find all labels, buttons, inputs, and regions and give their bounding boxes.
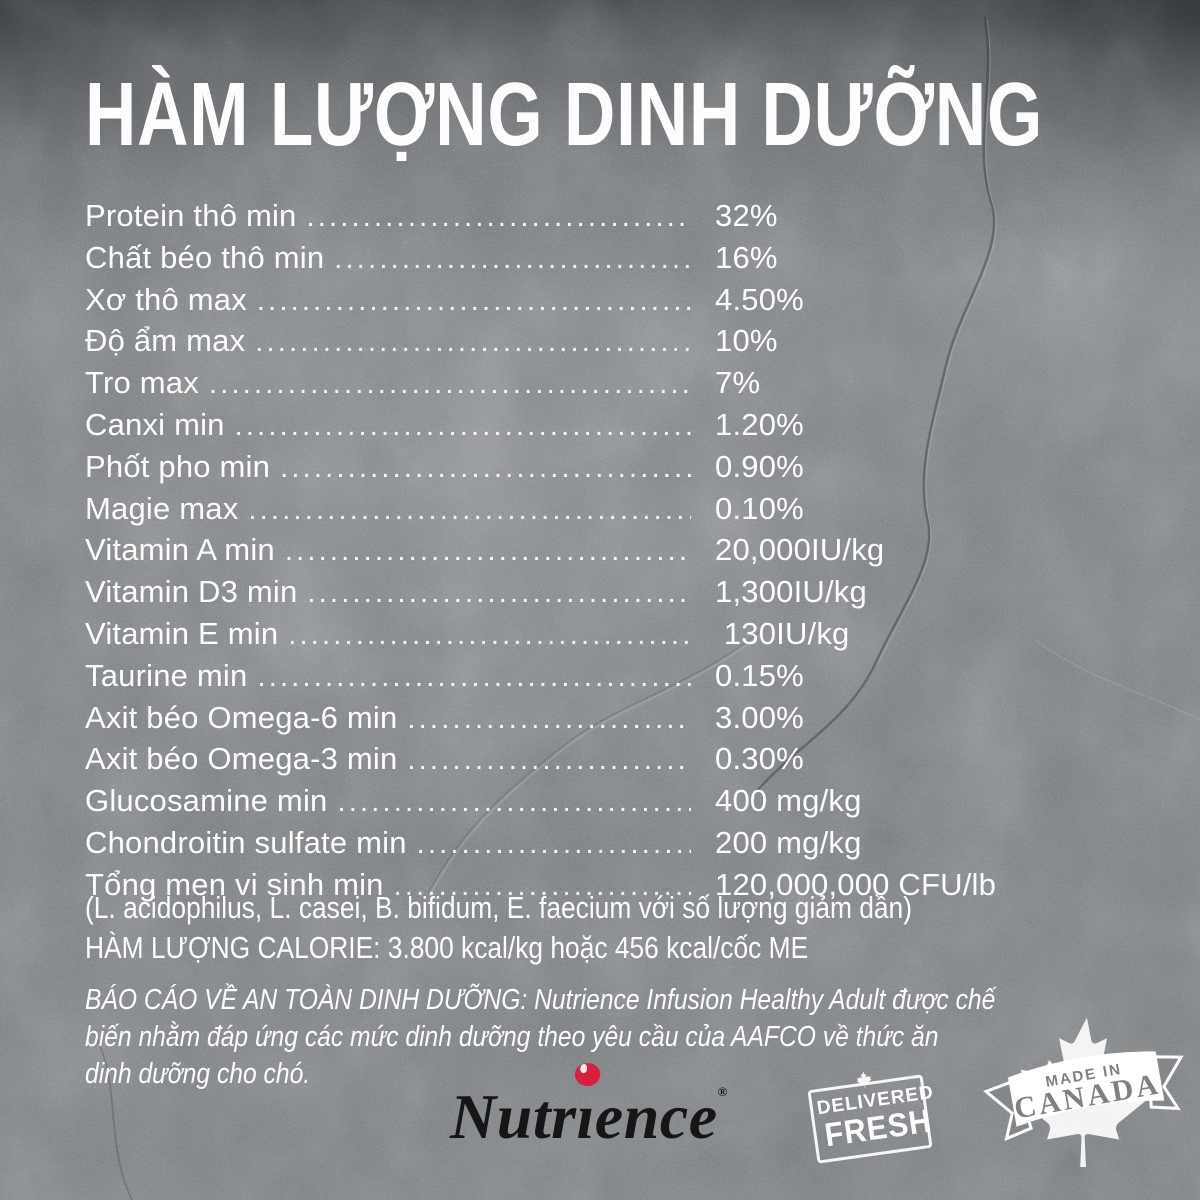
nutrient-name: Vitamin D3 min	[85, 574, 298, 610]
table-row: Protein thô min ........................…	[85, 196, 1115, 238]
dotted-leader: ........................................…	[288, 618, 691, 651]
aafco-statement-line: dinh dưỡng cho chó.	[85, 1058, 311, 1090]
table-row: Vitamin D3 min .........................…	[85, 572, 1115, 614]
table-row: Vitamin E min ..........................…	[85, 614, 1115, 656]
table-row: Vitamin A min ..........................…	[85, 530, 1115, 572]
nutrience-logo-text: Nutr	[450, 1081, 577, 1152]
dotted-leader: ........................................…	[255, 326, 691, 359]
probiotics-note: (L. acidophilus, L. casei, B. bifidum, E…	[85, 890, 912, 925]
nutrient-name: Protein thô min	[85, 198, 297, 233]
dotted-leader: ........................................…	[280, 451, 691, 484]
nutrient-value: 32%	[715, 198, 778, 233]
nutrient-value: 0.15%	[715, 657, 804, 693]
table-row: Chondroitin sulfate min ................…	[85, 823, 1115, 865]
dotted-leader: ........................................…	[208, 368, 691, 401]
nutrition-table: Protein thô min ........................…	[85, 196, 1115, 907]
nutrient-name: Độ ẩm max	[85, 323, 246, 359]
nutrient-name: Magie max	[85, 490, 239, 526]
nutrient-value: 400 mg/kg	[715, 783, 862, 819]
nutrient-value: 0.10%	[715, 490, 804, 526]
dotted-leader: ........................................…	[306, 201, 692, 233]
aafco-statement: BÁO CÁO VỀ AN TOÀN DINH DƯỠNG: Nutrience…	[85, 982, 1156, 1093]
nutrient-name: Chondroitin sulfate min	[85, 824, 407, 860]
registered-trademark-symbol: ®	[717, 1084, 728, 1099]
dotted-leader: ........................................…	[284, 535, 691, 568]
nutrient-value: 1,300IU/kg	[715, 574, 867, 610]
made-in-canada-badge: MADE IN CANADA	[983, 1017, 1184, 1168]
dotted-leader: ........................................…	[234, 409, 691, 442]
table-row: Taurine min ............................…	[85, 656, 1115, 698]
nutrient-name: Vitamin E min	[85, 615, 279, 651]
nutrience-logo: Nutr ıence®	[450, 1060, 728, 1154]
nutrient-name: Chất béo thô min	[85, 239, 325, 275]
dotted-leader: ........................................…	[307, 577, 691, 610]
nutrient-value: 20,000IU/kg	[715, 532, 885, 568]
page-title: HÀM LƯỢNG DINH DƯỠNG	[85, 65, 1044, 165]
nutrient-name: Tro max	[85, 365, 199, 401]
maple-leaf-icon	[856, 1071, 872, 1088]
delivered-fresh-badge: DELIVERED FRESH	[807, 1071, 935, 1164]
nutrient-name: Xơ thô max	[85, 281, 247, 317]
aafco-statement-line: biến nhằm đáp ứng các mức dinh dưỡng the…	[85, 1021, 939, 1053]
dotted-leader: ........................................…	[407, 702, 691, 735]
nutrient-value: 10%	[715, 323, 778, 359]
table-row: Axit béo Omega-3 min ...................…	[85, 739, 1115, 781]
table-row: Tro max ................................…	[85, 363, 1115, 405]
nutrient-value: 3.00%	[715, 699, 804, 735]
table-row: Magie max ..............................…	[85, 489, 1115, 531]
dotted-leader: ........................................…	[257, 660, 691, 693]
aafco-statement-line: BÁO CÁO VỀ AN TOÀN DINH DƯỠNG: Nutrience…	[85, 984, 996, 1016]
canada-ribbon: MADE IN CANADA	[983, 1051, 1184, 1142]
table-row: Glucosamine min ........................…	[85, 781, 1115, 823]
table-row: Canxi min ..............................…	[85, 405, 1115, 447]
dotted-leader: ........................................…	[256, 284, 691, 317]
dotted-leader: ........................................…	[337, 786, 691, 819]
nutrient-name: Vitamin A min	[85, 532, 275, 568]
nutrient-value: 16%	[715, 239, 778, 275]
nutrient-name: Phốt pho min	[85, 448, 271, 484]
nutrient-name: Axit béo Omega-3 min	[85, 741, 398, 777]
nutrient-value: 7%	[715, 365, 761, 401]
table-row: Độ ẩm max ..............................…	[85, 321, 1115, 363]
table-row: Tổng men vi sinh min ...................…	[85, 865, 1115, 907]
dotted-leader: ........................................…	[393, 869, 691, 902]
dotted-leader: ........................................…	[248, 493, 691, 526]
table-row: Xơ thô max .............................…	[85, 280, 1115, 322]
nutrient-name: Taurine min	[85, 657, 248, 693]
dotted-leader: ........................................…	[407, 744, 691, 777]
table-row: Phốt pho min ...........................…	[85, 447, 1115, 489]
nutrient-value: 0.30%	[715, 741, 804, 777]
nutrient-value: 4.50%	[715, 281, 804, 317]
nutrient-value: 130IU/kg	[715, 615, 850, 651]
calorie-content-line: HÀM LƯỢNG CALORIE: 3.800 kcal/kg hoặc 45…	[85, 930, 809, 965]
dotted-leader: ........................................…	[334, 242, 691, 275]
nutrient-name: Canxi min	[85, 406, 225, 442]
nutrient-value: 200 mg/kg	[715, 824, 862, 860]
nutrient-value: 120,000,000 CFU/lb	[715, 866, 997, 902]
nutrient-value: 0.90%	[715, 448, 804, 484]
table-row: Axit béo Omega-6 min ...................…	[85, 698, 1115, 740]
nutrient-value: 1.20%	[715, 406, 804, 442]
nutrient-name: Axit béo Omega-6 min	[85, 699, 398, 735]
nutrient-name: Glucosamine min	[85, 783, 328, 819]
table-row: Chất béo thô min .......................…	[85, 238, 1115, 280]
nutrient-name: Tổng men vi sinh min	[85, 866, 384, 902]
dotted-leader: ........................................…	[416, 827, 691, 860]
